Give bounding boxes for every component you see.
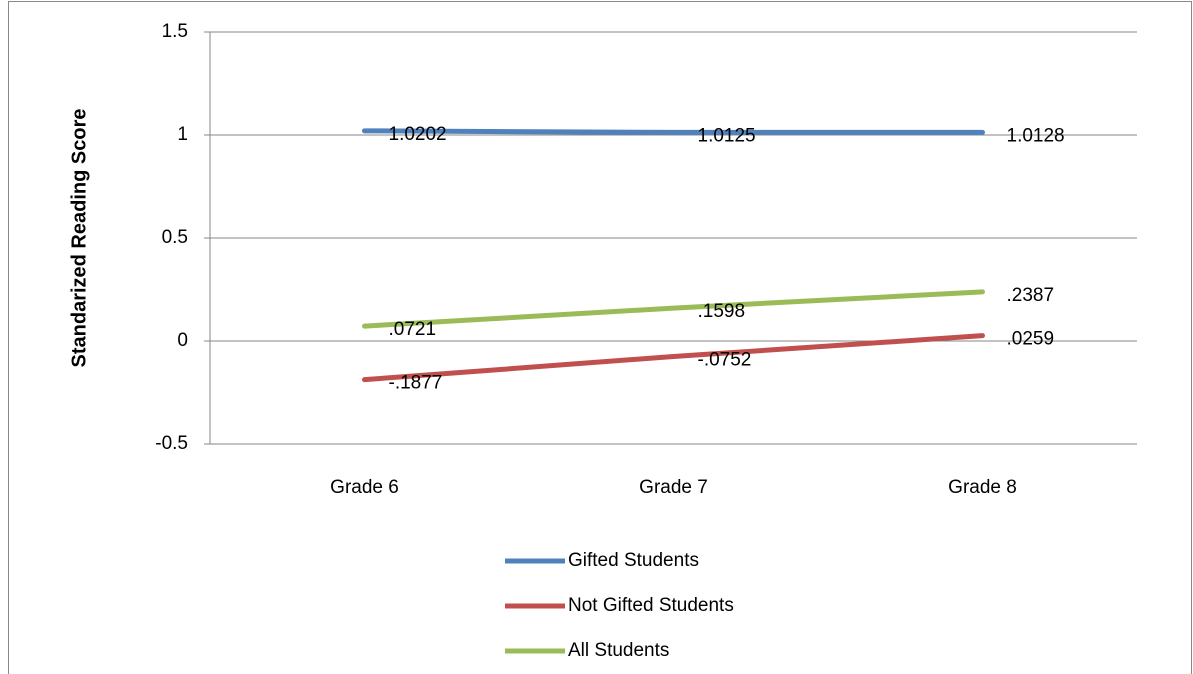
y-tick-label: -0.5 [155,433,188,454]
data-label: -.0752 [698,350,752,371]
data-label: .1598 [698,301,746,322]
data-label: 1.0202 [389,124,447,145]
y-tick-label: 1 [177,124,188,145]
legend-label: Gifted Students [568,550,699,571]
y-tick-label: 0 [177,330,188,351]
y-axis-title: Standarized Reading Score [68,109,90,368]
series-line [362,333,985,383]
chart-frame [8,1,1192,674]
y-tick-label: 0.5 [162,227,188,248]
y-tick-label: 1.5 [162,21,188,42]
legend-label: All Students [568,640,669,661]
data-label: .2387 [1007,285,1055,306]
data-label: 1.0128 [1007,125,1065,146]
x-tick-label: Grade 7 [639,477,708,498]
x-tick-label: Grade 6 [330,477,399,498]
data-label: 1.0125 [698,125,756,146]
series-line [362,128,985,135]
data-label: .0259 [1007,329,1055,350]
data-label: -.1877 [389,373,443,394]
legend-label: Not Gifted Students [568,595,734,616]
x-tick-label: Grade 8 [948,477,1017,498]
series-line [362,289,985,329]
data-label: .0721 [389,319,437,340]
